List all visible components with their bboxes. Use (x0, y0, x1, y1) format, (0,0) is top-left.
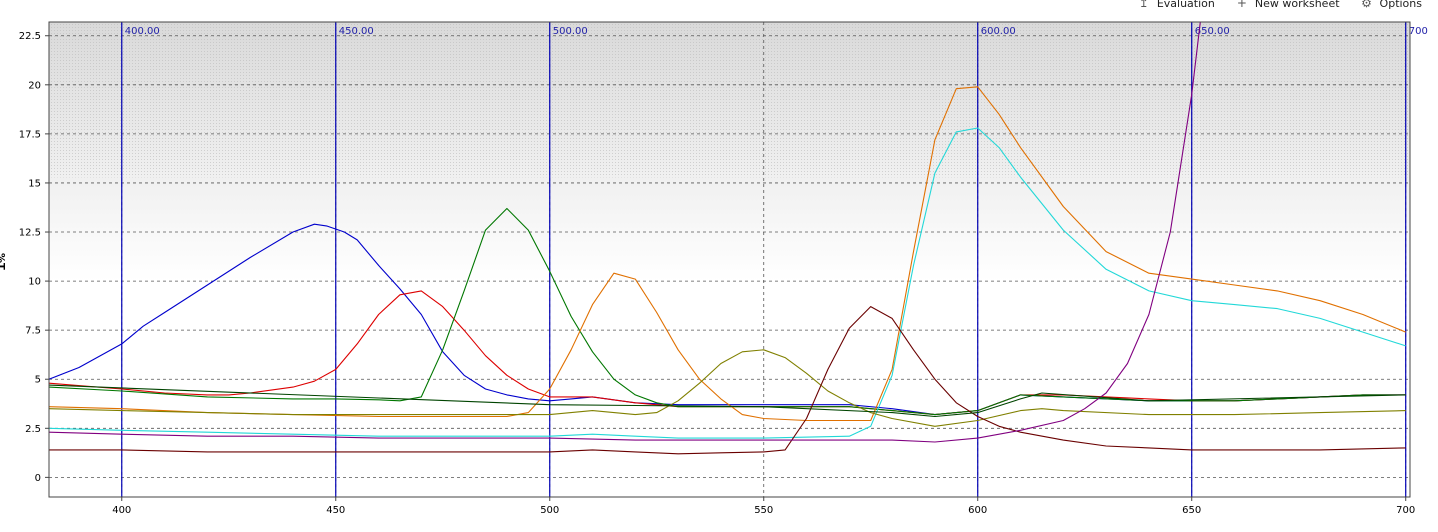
series-line-4 (49, 86, 1406, 422)
series-group (49, 22, 1406, 455)
y-tick-label: 7.5 (25, 326, 41, 337)
options-button[interactable]: ⚙ Options (1360, 0, 1422, 10)
noise-band (49, 22, 1410, 282)
series-line-8 (49, 22, 1201, 443)
series-line-9 (49, 384, 1406, 418)
new-worksheet-label: New worksheet (1254, 0, 1340, 10)
plus-icon: + (1236, 0, 1247, 10)
x-tick-label: 450 (326, 505, 345, 516)
y-tick-label: 17.5 (19, 129, 41, 140)
x-tick-label: 700 (1396, 505, 1415, 516)
y-tick-label: 20 (28, 80, 41, 91)
y-tick-label: 10 (28, 277, 41, 288)
evaluation-label: Evaluation (1156, 0, 1215, 10)
toolbar: ↥ Evaluation + New worksheet ⚙ Options (1137, 0, 1422, 11)
axes: 0 2.5 5 7.5 10 12.5 15 17.5 20 22.5 400 450 500 550 60… (0, 31, 1415, 516)
y-tick-label: 2.5 (25, 424, 41, 435)
wavelength-markers: 400.00 450.00 500.00 600.00 650.00 700 (121, 22, 1428, 497)
y-axis-label: %T (0, 253, 6, 270)
series-line-6 (49, 349, 1406, 427)
x-tick-label: 400 (112, 505, 131, 516)
marker-label: 600.00 (981, 26, 1016, 37)
series-line-5 (49, 127, 1406, 439)
evaluation-button[interactable]: ↥ Evaluation (1137, 0, 1215, 10)
x-tick-label: 600 (968, 505, 987, 516)
x-tick-label: 650 (1182, 505, 1201, 516)
marker-label: 500.00 (553, 26, 588, 37)
y-tick-label: 0 (35, 473, 41, 484)
y-tick-label: 12.5 (19, 228, 41, 239)
band-stipple (49, 22, 1410, 178)
x-tick-label: 500 (540, 505, 559, 516)
series-line-7 (49, 306, 1406, 455)
marker-label: 700 (1409, 26, 1428, 37)
evaluation-icon: ↥ (1138, 0, 1149, 10)
series-line-2 (49, 290, 1406, 416)
y-tick-label: 15 (28, 178, 41, 189)
plot-frame (48, 21, 1411, 498)
marker-label: 650.00 (1195, 26, 1230, 37)
marker-label: 450.00 (339, 26, 374, 37)
x-tick-label: 550 (754, 505, 773, 516)
y-tick-label: 22.5 (19, 31, 41, 42)
options-label: Options (1379, 0, 1422, 10)
new-worksheet-button[interactable]: + New worksheet (1235, 0, 1340, 10)
y-tick-label: 5 (35, 375, 41, 386)
marker-label: 400.00 (125, 26, 160, 37)
gear-icon: ⚙ (1361, 0, 1372, 10)
